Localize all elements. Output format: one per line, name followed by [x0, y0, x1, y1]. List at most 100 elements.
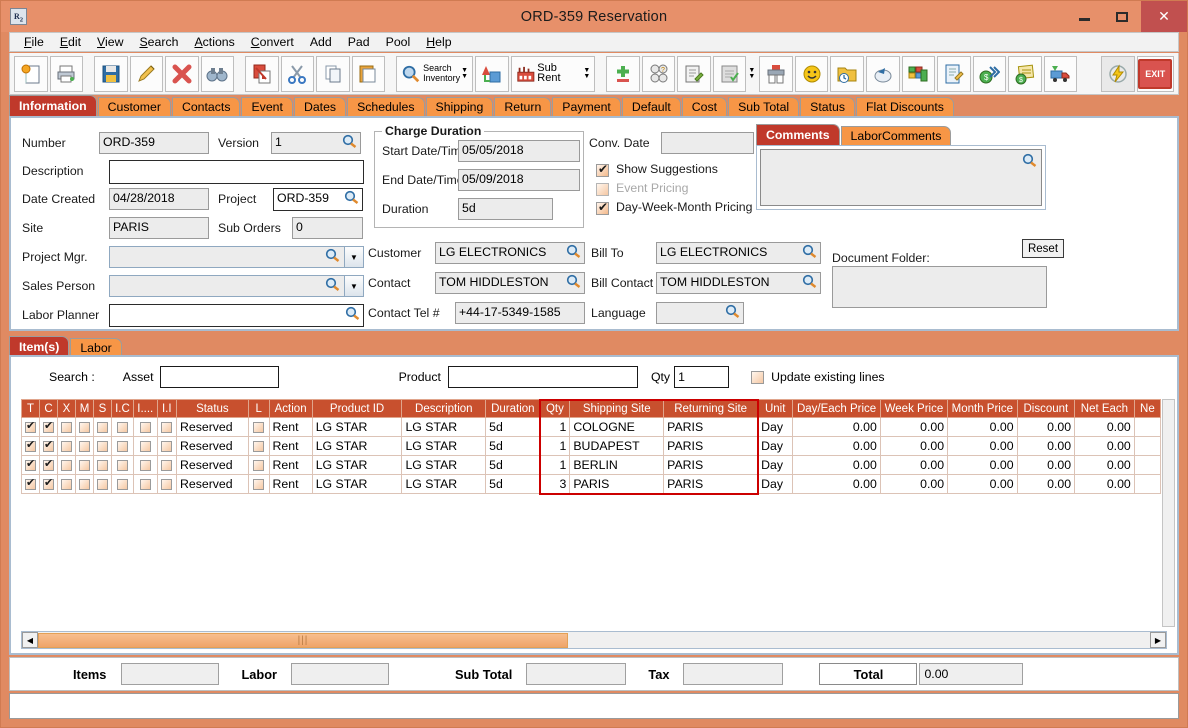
close-button[interactable]: ✕	[1141, 1, 1187, 32]
sales-person-field[interactable]: ▼	[109, 275, 364, 297]
tab-payment[interactable]: Payment	[552, 97, 621, 116]
flash-icon[interactable]	[1100, 55, 1135, 92]
col-ic[interactable]: I.C	[111, 399, 134, 418]
cell-status[interactable]: Reserved	[175, 455, 249, 475]
cell-discount[interactable]: 0.00	[1016, 417, 1076, 437]
cell-returning-site[interactable]: PARIS	[663, 474, 759, 494]
cell-t-checkbox[interactable]	[21, 455, 40, 475]
cell-c-checkbox[interactable]	[39, 417, 58, 437]
cell-x-checkbox[interactable]	[57, 455, 76, 475]
edit-pencil-icon[interactable]	[129, 55, 164, 92]
exit-button[interactable]: EXIT	[1136, 55, 1174, 92]
copy-icon[interactable]	[316, 55, 350, 92]
cell-description[interactable]: LG STAR	[401, 436, 487, 456]
cell-net-each[interactable]: 0.00	[1074, 455, 1135, 475]
notes-edit-icon[interactable]	[677, 55, 711, 92]
chevron-down-icon[interactable]: ▼	[344, 247, 363, 267]
cell-day-each-price[interactable]: 0.00	[792, 474, 881, 494]
col-returning-site[interactable]: Returning Site	[663, 399, 759, 418]
maximize-button[interactable]	[1103, 1, 1141, 32]
save-icon[interactable]	[93, 55, 128, 92]
language-field[interactable]	[656, 302, 744, 324]
cell-returning-site[interactable]: PARIS	[663, 417, 759, 437]
cell-c-checkbox[interactable]	[39, 455, 58, 475]
cell-t-checkbox[interactable]	[21, 436, 40, 456]
cell-product-id[interactable]: LG STAR	[311, 474, 403, 494]
cell-i4-checkbox[interactable]	[132, 474, 158, 494]
cell-qty[interactable]: 1	[539, 436, 571, 456]
cell-day-each-price[interactable]: 0.00	[792, 436, 881, 456]
update-existing-lines-checkbox[interactable]	[751, 370, 765, 384]
cell-i4-checkbox[interactable]	[132, 436, 158, 456]
sub-rent-button[interactable]: Sub Rent ▼ ▼	[510, 55, 596, 92]
search-icon[interactable]	[344, 306, 361, 321]
cell-shipping-site[interactable]: PARIS	[569, 474, 665, 494]
bill-contact-field[interactable]: TOM HIDDLESTON	[656, 272, 821, 294]
col-i4[interactable]: I....	[132, 399, 158, 418]
cell-returning-site[interactable]: PARIS	[663, 455, 759, 475]
tab-labor[interactable]: Labor	[70, 338, 122, 357]
col-l[interactable]: L	[247, 399, 270, 418]
folder-clock-icon[interactable]	[830, 55, 864, 92]
cell-c-checkbox[interactable]	[39, 474, 58, 494]
col-duration[interactable]: Duration	[485, 399, 541, 418]
col-net-partial[interactable]: Ne	[1133, 399, 1161, 418]
cell-x-checkbox[interactable]	[57, 436, 76, 456]
money-forward-icon[interactable]: $	[972, 55, 1007, 92]
tab-schedules[interactable]: Schedules	[347, 97, 425, 116]
asset-input[interactable]	[159, 366, 279, 388]
cell-month-price[interactable]: 0.00	[947, 474, 1018, 494]
sub-rent-dropdown[interactable]: ▼ ▼	[583, 66, 591, 80]
date-created-field[interactable]: 04/28/2018	[109, 188, 209, 210]
col-t[interactable]: T	[21, 399, 40, 418]
cell-shipping-site[interactable]: BERLIN	[569, 455, 665, 475]
sub-orders-field[interactable]: 0	[292, 217, 363, 239]
search-icon[interactable]	[324, 277, 341, 292]
minimize-button[interactable]	[1065, 1, 1103, 32]
new-icon[interactable]	[14, 55, 48, 92]
qty-input[interactable]	[674, 366, 730, 388]
cell-unit[interactable]: Day	[757, 474, 794, 494]
cell-s-checkbox[interactable]	[93, 455, 112, 475]
tab-information[interactable]: Information	[9, 95, 97, 116]
menu-item-add[interactable]: Add	[309, 35, 332, 49]
document-arrow-icon[interactable]	[245, 55, 279, 92]
duration-field[interactable]: 5d	[458, 198, 553, 220]
labor-planner-field[interactable]	[109, 304, 364, 327]
cell-unit[interactable]: Day	[757, 417, 794, 437]
col-m[interactable]: M	[75, 399, 94, 418]
cell-ic-checkbox[interactable]	[111, 417, 134, 437]
menu-item-pool[interactable]: Pool	[385, 35, 411, 49]
col-x[interactable]: X	[57, 399, 76, 418]
grid-vertical-scrollbar[interactable]	[1162, 399, 1175, 627]
cell-status[interactable]: Reserved	[175, 474, 249, 494]
chevron-down-icon[interactable]: ▼	[344, 276, 363, 296]
cell-month-price[interactable]: 0.00	[947, 455, 1018, 475]
col-action[interactable]: Action	[268, 399, 313, 418]
version-field[interactable]: 1	[271, 132, 361, 154]
description-field[interactable]	[109, 160, 364, 184]
col-month-price[interactable]: Month Price	[947, 399, 1018, 418]
contact-field[interactable]: TOM HIDDLESTON	[435, 272, 585, 294]
col-status[interactable]: Status	[175, 399, 249, 418]
cell-m-checkbox[interactable]	[75, 417, 94, 437]
col-discount[interactable]: Discount	[1016, 399, 1076, 418]
bill-to-field[interactable]: LG ELECTRONICS	[656, 242, 821, 264]
cell-l[interactable]	[247, 436, 270, 456]
end-datetime-field[interactable]: 05/09/2018	[458, 169, 580, 191]
menu-item-help[interactable]: Help	[426, 35, 452, 49]
col-week-price[interactable]: Week Price	[879, 399, 949, 418]
search-icon[interactable]	[341, 134, 358, 149]
search-icon[interactable]	[724, 304, 741, 319]
cell-week-price[interactable]: 0.00	[879, 455, 949, 475]
print-documents-icon[interactable]	[759, 55, 793, 92]
checklist-icon[interactable]	[712, 55, 747, 92]
cell-qty[interactable]: 1	[539, 455, 571, 475]
tab-status[interactable]: Status	[800, 97, 856, 116]
paste-icon[interactable]	[351, 55, 386, 92]
cell-m-checkbox[interactable]	[75, 455, 94, 475]
mouse-icon[interactable]	[865, 55, 900, 92]
cell-net-each[interactable]: 0.00	[1074, 474, 1135, 494]
comments-textarea[interactable]	[760, 149, 1042, 206]
cell-l[interactable]	[247, 417, 270, 437]
